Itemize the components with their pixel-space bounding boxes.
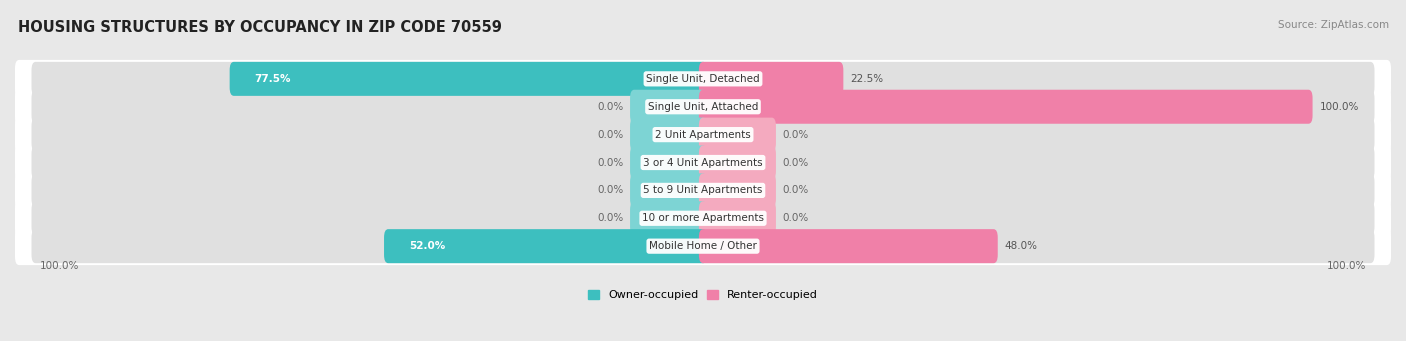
Text: 100.0%: 100.0% [1319,102,1358,112]
Text: 0.0%: 0.0% [598,186,623,195]
Text: 52.0%: 52.0% [409,241,446,251]
Text: Single Unit, Detached: Single Unit, Detached [647,74,759,84]
Text: 2 Unit Apartments: 2 Unit Apartments [655,130,751,139]
Text: Single Unit, Attached: Single Unit, Attached [648,102,758,112]
FancyBboxPatch shape [31,201,1375,235]
FancyBboxPatch shape [15,144,1391,181]
FancyBboxPatch shape [630,173,707,207]
Text: 0.0%: 0.0% [783,213,808,223]
FancyBboxPatch shape [31,173,1375,207]
Text: 0.0%: 0.0% [598,158,623,167]
FancyBboxPatch shape [699,90,1313,124]
FancyBboxPatch shape [31,146,1375,179]
FancyBboxPatch shape [31,90,1375,124]
FancyBboxPatch shape [15,60,1391,98]
Text: 3 or 4 Unit Apartments: 3 or 4 Unit Apartments [643,158,763,167]
FancyBboxPatch shape [31,229,1375,263]
Text: 10 or more Apartments: 10 or more Apartments [643,213,763,223]
FancyBboxPatch shape [15,227,1391,265]
FancyBboxPatch shape [699,201,776,235]
Text: 100.0%: 100.0% [39,261,79,271]
FancyBboxPatch shape [31,118,1375,152]
Text: 48.0%: 48.0% [1005,241,1038,251]
Text: 5 to 9 Unit Apartments: 5 to 9 Unit Apartments [644,186,762,195]
FancyBboxPatch shape [699,146,776,179]
Text: 0.0%: 0.0% [598,102,623,112]
FancyBboxPatch shape [699,62,844,96]
Text: 0.0%: 0.0% [783,130,808,139]
Text: 0.0%: 0.0% [598,213,623,223]
Text: 0.0%: 0.0% [598,130,623,139]
Text: 22.5%: 22.5% [851,74,883,84]
FancyBboxPatch shape [15,199,1391,237]
Text: 100.0%: 100.0% [1327,261,1367,271]
FancyBboxPatch shape [630,118,707,152]
FancyBboxPatch shape [31,62,1375,96]
FancyBboxPatch shape [15,88,1391,126]
FancyBboxPatch shape [384,229,707,263]
FancyBboxPatch shape [630,201,707,235]
FancyBboxPatch shape [15,172,1391,209]
FancyBboxPatch shape [630,90,707,124]
Text: 0.0%: 0.0% [783,158,808,167]
Text: 77.5%: 77.5% [254,74,291,84]
Text: HOUSING STRUCTURES BY OCCUPANCY IN ZIP CODE 70559: HOUSING STRUCTURES BY OCCUPANCY IN ZIP C… [18,20,502,35]
Text: Mobile Home / Other: Mobile Home / Other [650,241,756,251]
FancyBboxPatch shape [229,62,707,96]
FancyBboxPatch shape [630,146,707,179]
Text: 0.0%: 0.0% [783,186,808,195]
FancyBboxPatch shape [699,118,776,152]
FancyBboxPatch shape [15,116,1391,153]
Text: Source: ZipAtlas.com: Source: ZipAtlas.com [1278,20,1389,30]
Legend: Owner-occupied, Renter-occupied: Owner-occupied, Renter-occupied [588,290,818,300]
FancyBboxPatch shape [699,229,998,263]
FancyBboxPatch shape [699,173,776,207]
